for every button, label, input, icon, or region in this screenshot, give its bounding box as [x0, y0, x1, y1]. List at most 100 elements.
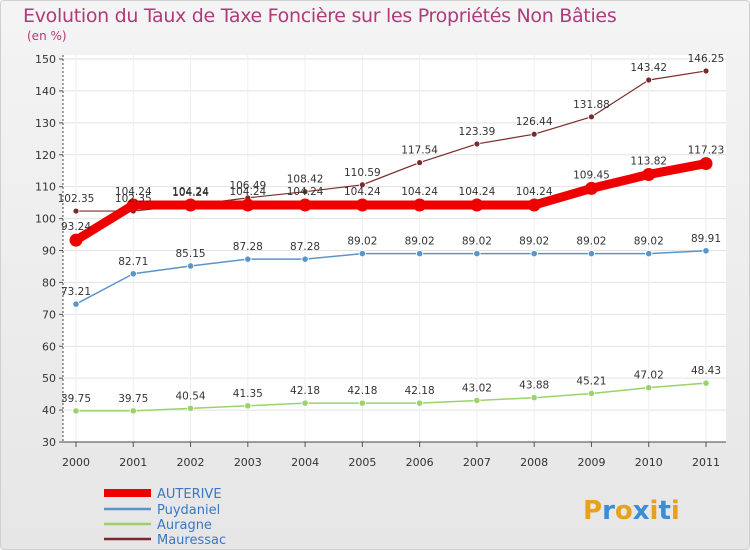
y-tick-label: 40	[42, 404, 56, 417]
data-label-auragne: 39.75	[118, 393, 148, 405]
data-label-mauressac: 108.42	[287, 174, 324, 186]
x-tick-label: 2008	[520, 456, 548, 469]
data-label-auragne: 40.54	[176, 390, 206, 402]
data-label-auragne: 39.75	[61, 393, 91, 405]
data-label-puydaniel: 82.71	[118, 256, 148, 268]
data-point-puydaniel	[301, 255, 309, 263]
data-label-auterive: 109.45	[573, 169, 610, 181]
data-label-mauressac: 110.59	[344, 167, 381, 179]
data-label-auragne: 43.02	[462, 382, 492, 394]
y-tick-label: 110	[35, 181, 56, 194]
data-label-puydaniel: 89.02	[634, 236, 664, 248]
data-point-mauressac	[416, 159, 424, 167]
data-label-puydaniel: 87.28	[290, 241, 320, 253]
data-point-auragne	[129, 407, 137, 415]
data-label-auragne: 42.18	[290, 385, 320, 397]
data-label-puydaniel: 89.02	[347, 236, 377, 248]
data-point-auragne	[244, 402, 252, 410]
data-point-auragne	[186, 404, 195, 412]
data-label-puydaniel: 85.15	[176, 248, 206, 260]
data-point-auragne	[473, 396, 481, 405]
x-tick-label: 2002	[177, 456, 205, 469]
data-label-auterive: 104.24	[229, 186, 266, 198]
data-point-auragne	[301, 399, 309, 407]
data-point-auterive	[413, 198, 427, 212]
data-label-auragne: 43.88	[519, 380, 549, 392]
data-label-mauressac: 104.24	[172, 187, 209, 199]
data-label-puydaniel: 87.28	[233, 241, 263, 253]
y-tick-label: 130	[35, 117, 56, 130]
data-label-puydaniel: 73.21	[61, 286, 91, 298]
data-point-mauressac	[358, 181, 366, 189]
data-point-auragne	[645, 384, 653, 392]
data-point-auragne	[416, 399, 424, 407]
data-point-puydaniel	[186, 262, 195, 270]
data-label-auragne: 42.18	[405, 385, 435, 397]
chart-title: Evolution du Taux de Taxe Foncière sur l…	[23, 5, 617, 27]
data-point-puydaniel	[702, 247, 710, 255]
data-label-mauressac: 117.54	[401, 145, 438, 157]
data-point-puydaniel	[530, 250, 538, 258]
x-tick-label: 2003	[234, 456, 262, 469]
y-tick-label: 120	[35, 149, 56, 162]
data-point-auterive	[470, 198, 484, 212]
series-line-auterive	[71, 159, 711, 245]
series-line-puydaniel	[75, 250, 707, 305]
data-label-mauressac: 126.44	[516, 116, 553, 128]
series-line-auragne	[75, 382, 707, 412]
data-point-puydaniel	[645, 250, 653, 258]
y-tick-label: 140	[35, 85, 56, 98]
data-point-puydaniel	[129, 270, 137, 278]
x-tick-label: 2007	[463, 456, 491, 469]
y-tick-label: 100	[35, 213, 56, 226]
data-label-auterive: 104.24	[287, 186, 324, 198]
data-point-puydaniel	[358, 250, 366, 258]
data-point-mauressac	[645, 76, 653, 84]
data-label-auragne: 47.02	[634, 370, 664, 382]
data-point-mauressac	[702, 67, 710, 75]
x-tick-label: 2001	[119, 456, 147, 469]
data-point-mauressac	[473, 140, 481, 148]
data-point-auterive	[642, 167, 656, 181]
x-tick-label: 2009	[577, 456, 605, 469]
y-tick-label: 80	[42, 276, 56, 289]
x-tick-label: 2006	[406, 456, 434, 469]
data-label-auterive: 93.24	[61, 221, 91, 233]
data-point-auterive	[527, 198, 541, 212]
data-point-auterive	[241, 198, 255, 212]
data-point-auterive	[298, 198, 312, 212]
data-point-auterive	[584, 181, 598, 195]
data-label-puydaniel: 89.02	[405, 236, 435, 248]
data-label-auterive: 104.24	[115, 186, 152, 198]
x-tick-label: 2005	[348, 456, 376, 469]
data-point-auragne	[587, 389, 596, 398]
data-point-auragne	[72, 407, 80, 415]
data-label-auterive: 104.24	[516, 186, 553, 198]
data-point-auterive	[355, 198, 369, 212]
data-label-auragne: 48.43	[691, 365, 721, 377]
data-point-auragne	[530, 394, 538, 402]
data-point-puydaniel	[473, 250, 481, 258]
legend-label-puydaniel: Puydaniel	[157, 503, 220, 518]
legend-label-mauressac: Mauressac	[157, 533, 226, 548]
x-tick-label: 2000	[62, 456, 90, 469]
x-tick-label: 2011	[692, 456, 720, 469]
data-label-auragne: 41.35	[233, 388, 263, 400]
plot-area	[63, 55, 726, 442]
data-label-mauressac: 123.39	[459, 126, 496, 138]
proxiti-logo: Proxiti	[583, 496, 680, 526]
data-point-puydaniel	[244, 255, 252, 263]
data-label-auragne: 42.18	[347, 385, 377, 397]
data-point-mauressac	[72, 207, 80, 215]
data-label-mauressac: 146.25	[688, 53, 725, 65]
data-label-auragne: 45.21	[576, 375, 606, 387]
chart-subtitle: (en %)	[27, 29, 67, 43]
data-point-puydaniel	[72, 300, 80, 308]
data-label-mauressac: 102.35	[115, 193, 152, 205]
data-point-auterive	[184, 198, 198, 212]
data-label-mauressac: 131.88	[573, 99, 610, 111]
data-label-auterive: 117.23	[688, 145, 725, 157]
data-label-auterive: 104.24	[172, 186, 209, 198]
